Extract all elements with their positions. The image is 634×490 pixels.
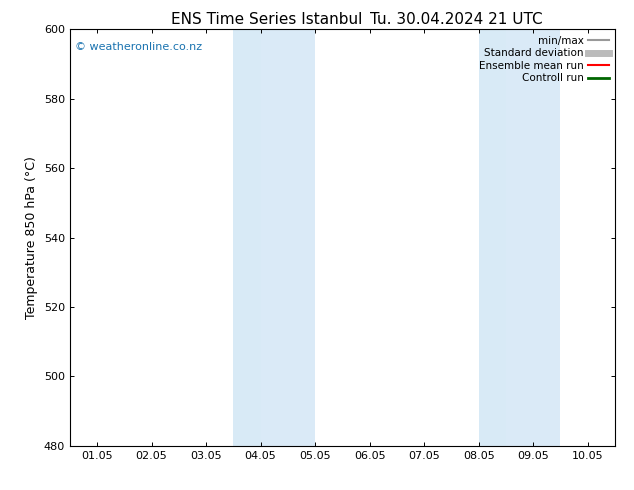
Y-axis label: Temperature 850 hPa (°C): Temperature 850 hPa (°C): [25, 156, 38, 319]
Text: Tu. 30.04.2024 21 UTC: Tu. 30.04.2024 21 UTC: [370, 12, 543, 27]
Bar: [506, 29, 560, 446]
Bar: [261, 29, 315, 446]
Text: © weatheronline.co.nz: © weatheronline.co.nz: [75, 42, 202, 52]
Text: ENS Time Series Istanbul: ENS Time Series Istanbul: [171, 12, 362, 27]
Bar: [479, 29, 506, 446]
Bar: [233, 29, 261, 446]
Legend: min/max, Standard deviation, Ensemble mean run, Controll run: min/max, Standard deviation, Ensemble me…: [475, 31, 613, 88]
